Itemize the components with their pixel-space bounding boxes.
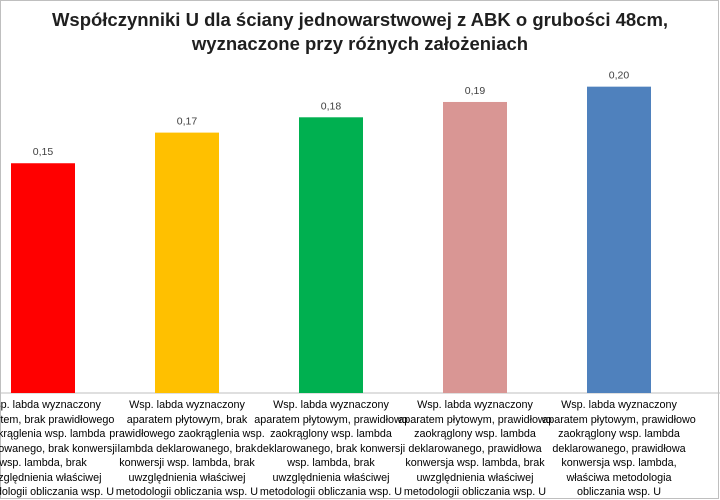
- data-label-4: 0,19: [465, 85, 486, 97]
- category-label-2: Wsp. labda wyznaczony aparatem płytowym,…: [109, 399, 265, 498]
- chart-title-line-2: wyznaczone przy różnych założeniach: [191, 33, 529, 54]
- bar-5: [587, 86, 651, 393]
- bar-4: [443, 101, 507, 393]
- data-label-2: 0,17: [177, 116, 198, 128]
- bar-1: [11, 163, 75, 393]
- data-label-1: 0,15: [33, 146, 54, 158]
- category-label-4: Wsp. labda wyznaczony aparatem płytowym,…: [398, 399, 552, 498]
- category-label-5: Wsp. labda wyznaczony aparatem płytowym,…: [542, 399, 696, 498]
- category-label-1: Wsp. labda wyznaczony isometem, brak pra…: [0, 399, 118, 498]
- category-label-3: Wsp. labda wyznaczony aparatem płytowym,…: [254, 399, 408, 498]
- chart-title: Współczynniki U dla ściany jednowarstwow…: [0, 8, 720, 56]
- bar-2: [155, 132, 219, 394]
- bar-3: [299, 117, 363, 393]
- chart-title-line-1: Współczynniki U dla ściany jednowarstwow…: [51, 9, 669, 30]
- data-label-3: 0,18: [321, 100, 342, 112]
- data-label-5: 0,20: [609, 70, 630, 82]
